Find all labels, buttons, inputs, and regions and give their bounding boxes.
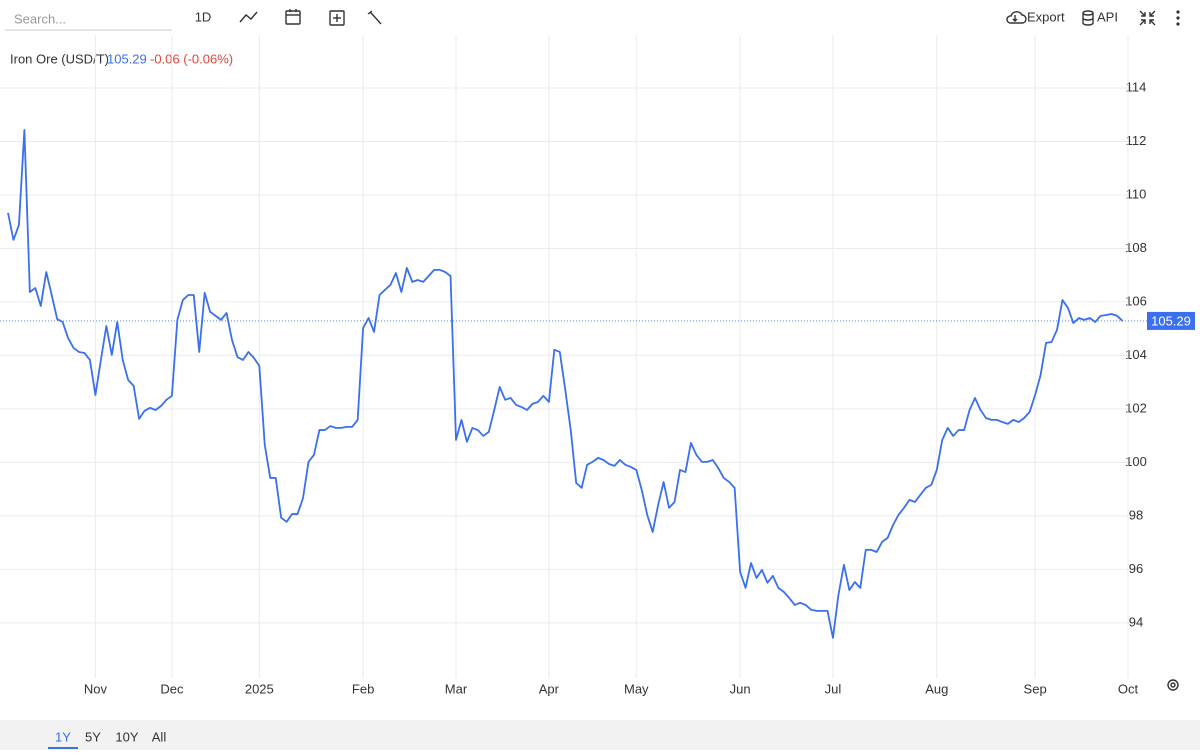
y-tick-label: 108 [1125,240,1147,255]
chart-type-icon[interactable] [239,11,258,23]
y-tick-label: 94 [1129,614,1143,629]
y-tick-label: 106 [1125,293,1147,308]
tools-icon[interactable] [367,10,382,25]
legend-last-value: 105.29 [107,51,147,66]
export-button[interactable]: Export [1006,9,1065,24]
y-tick-label: 110 [1126,186,1147,201]
last-price-tag [1147,311,1195,330]
search-placeholder[interactable]: Search... [14,11,66,26]
y-tick-label: 98 [1129,507,1143,522]
range-bar [0,720,1200,750]
legend-change: -0.06 (-0.06%) [150,51,233,66]
x-tick-label: Jul [825,681,842,696]
range-button[interactable]: 5Y [85,729,101,744]
range-button[interactable]: 10Y [115,729,138,744]
last-price-label: 105.29 [1151,313,1191,328]
y-tick-label: 104 [1125,347,1147,362]
x-tick-label: Dec [160,681,184,696]
api-label[interactable]: API [1097,9,1118,24]
x-tick-label: Oct [1118,681,1139,696]
x-tick-label: Aug [925,681,948,696]
export-label[interactable]: Export [1027,9,1065,24]
y-tick-label: 96 [1129,561,1143,576]
x-tick-label: Sep [1024,681,1047,696]
calendar-icon[interactable] [285,9,301,25]
y-tick-label: 100 [1125,454,1147,469]
x-tick-label: Mar [445,681,468,696]
x-tick-label: Feb [352,681,374,696]
api-button[interactable]: API [1082,9,1118,26]
y-tick-label: 102 [1125,400,1147,415]
legend-title: Iron Ore (USD/T) [10,51,109,66]
x-tick-label: 2025 [245,681,274,696]
range-buttons: 1Y 5Y 10Y All [48,729,167,749]
y-tick-label: 112 [1126,133,1147,148]
range-button[interactable]: All [152,729,167,744]
add-indicator-icon[interactable] [329,10,345,26]
x-tick-label: Jun [730,681,751,696]
collapse-icon[interactable] [1139,10,1156,26]
range-button[interactable]: 1Y [55,729,71,744]
x-tick-label: Nov [84,681,108,696]
menu-icon[interactable] [1176,10,1180,26]
x-tick-label: Apr [539,681,560,696]
interval-button[interactable]: 1D [195,9,212,24]
plot-area: 94 96 98 100 102 104 106 108 110 112 114 Nov Dec 2025… [0,35,1195,696]
search-box[interactable]: Search... [5,11,172,31]
settings-icon[interactable] [1167,679,1179,691]
price-line [7,129,1124,639]
x-tick-label: May [624,681,649,696]
y-tick-label: 114 [1126,79,1147,94]
